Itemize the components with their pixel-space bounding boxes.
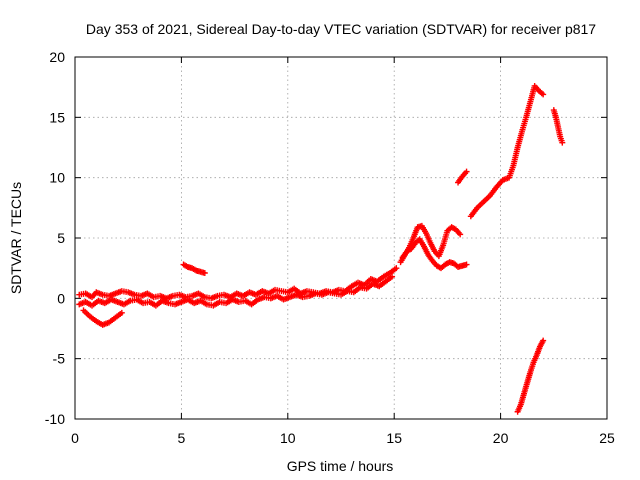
y-axis-label: SDTVAR / TECUs [8,182,24,294]
y-tick-label: -5 [53,351,66,367]
series-baseline-b [76,273,396,309]
data-marks [76,82,566,415]
x-tick-label: 0 [71,430,79,446]
x-tick-label: 15 [386,430,402,446]
data-point [457,231,464,238]
x-tick-label: 10 [280,430,296,446]
chart-title: Day 353 of 2021, Sidereal Day-to-day VTE… [86,21,596,37]
data-point [559,139,566,146]
data-point [463,261,470,268]
data-point [463,168,470,175]
x-tick-label: 5 [178,430,186,446]
series-negative-arc [514,337,547,415]
series-short-arc [180,261,208,276]
axis-ticks: 0 5 10 15 20 25 -10 -5 0 5 10 15 20 [45,49,615,446]
series-rise-main [467,82,547,220]
y-tick-label: -10 [45,411,65,427]
x-tick-label: 20 [493,430,509,446]
series-lower-branch [399,236,470,272]
x-tick-label: 25 [599,430,615,446]
data-point [389,273,396,280]
data-point [393,265,400,272]
x-axis-label: GPS time / hours [287,458,394,474]
series-upper-branch [397,222,464,266]
data-point [540,91,547,98]
series-rise-short [455,168,470,186]
y-tick-label: 0 [57,290,65,306]
y-tick-label: 10 [49,170,65,186]
y-tick-label: 15 [49,109,65,125]
y-tick-label: 5 [57,230,65,246]
data-point [118,309,125,316]
series-tail-arc [550,107,566,146]
grid [75,57,607,419]
series-dip-branch [80,307,125,328]
y-tick-label: 20 [49,49,65,65]
data-point [201,269,208,276]
data-point [540,337,547,344]
